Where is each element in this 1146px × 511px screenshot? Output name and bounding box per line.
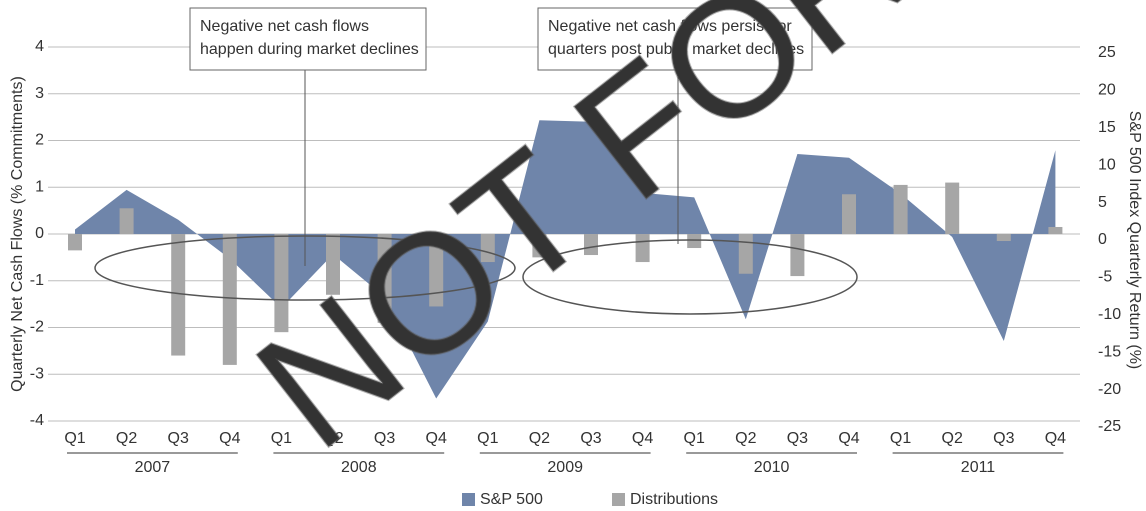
y-tick-label: 3	[35, 85, 44, 102]
area	[75, 120, 1056, 399]
y-tick-label: 4	[35, 38, 44, 55]
x-tick-label: Q3	[168, 430, 189, 447]
y2-tick-label: -20	[1098, 381, 1121, 398]
annotation-text: Negative net cash flows	[200, 18, 369, 35]
bar	[222, 234, 237, 365]
annotation-box	[537, 7, 813, 71]
y2-tick-label: 5	[1098, 194, 1107, 211]
x-tick-label: Q3	[374, 430, 395, 447]
legend-label: Distributions	[630, 491, 718, 508]
x-tick-label: Q4	[426, 430, 447, 447]
watermark: NOT FOR D	[223, 0, 1074, 485]
x-tick-label: Q2	[942, 430, 963, 447]
y2-tick-label: 15	[1098, 119, 1116, 136]
bar	[996, 234, 1011, 242]
x-tick-label: Q4	[1045, 430, 1066, 447]
annotation-text: quarters post public market declines	[548, 41, 804, 58]
bar	[893, 184, 908, 234]
x-tick-label: Q3	[787, 430, 808, 447]
y-tick-label: -2	[30, 319, 44, 336]
y-tick-label: -3	[30, 365, 44, 382]
y2-tick-label: -25	[1098, 418, 1121, 435]
y-tick-label: 0	[35, 225, 44, 242]
highlight-ellipse	[94, 235, 516, 301]
bar	[842, 194, 856, 234]
bar	[790, 234, 805, 277]
x-tick-label: Q3	[993, 430, 1014, 447]
x-tick-label: Q1	[271, 430, 292, 447]
x-tick-label: Q2	[529, 430, 550, 447]
bar	[687, 234, 702, 249]
bar	[119, 208, 134, 234]
x-tick-label: Q3	[580, 430, 601, 447]
x-tick-label: Q4	[219, 430, 240, 447]
y2-axis-label: S&P 500 Index Quarterly Return (%)	[1126, 111, 1143, 370]
bar	[377, 234, 392, 323]
bar	[171, 234, 186, 356]
bar	[68, 234, 82, 251]
bar	[480, 234, 495, 263]
year-label: 2010	[754, 459, 790, 476]
x-tick-label: Q1	[684, 430, 705, 447]
annotation-text: happen during market declines	[200, 41, 419, 58]
bar	[584, 234, 598, 256]
y2-tick-label: -10	[1098, 306, 1121, 323]
y2-tick-label: 20	[1098, 82, 1116, 99]
bar	[945, 182, 960, 234]
y2-tick-label: 10	[1098, 156, 1116, 173]
y-tick-label: 1	[35, 178, 44, 195]
x-tick-label: Q2	[735, 430, 756, 447]
y2-tick-label: 25	[1098, 44, 1116, 61]
legend-label: S&P 500	[480, 491, 543, 508]
y-tick-label: 2	[35, 132, 44, 149]
year-label: 2011	[961, 459, 996, 476]
y-tick-label: -1	[30, 272, 44, 289]
x-tick-label: Q4	[632, 430, 653, 447]
x-tick-label: Q4	[838, 430, 859, 447]
y2-tick-label: -5	[1098, 269, 1112, 286]
year-label: 2008	[341, 459, 377, 476]
y2-tick-label: 0	[1098, 231, 1107, 248]
x-tick-label: Q1	[64, 430, 85, 447]
x-tick-label: Q2	[322, 430, 343, 447]
x-tick-label: Q2	[116, 430, 137, 447]
bar	[429, 234, 444, 307]
year-label: 2007	[135, 459, 171, 476]
x-tick-label: Q1	[477, 430, 498, 447]
bar	[738, 234, 753, 274]
year-label: 2009	[547, 459, 583, 476]
x-tick-label: Q1	[890, 430, 911, 447]
y2-tick-label: -15	[1098, 343, 1121, 360]
bar	[1048, 226, 1063, 234]
legend-swatch	[462, 493, 475, 506]
bar	[532, 234, 547, 258]
y-tick-label: -4	[30, 412, 44, 429]
annotation-text: Negative net cash flows persist for	[548, 18, 792, 35]
annotation-box	[189, 7, 427, 71]
bar	[274, 234, 289, 333]
highlight-ellipse	[522, 239, 858, 315]
bar	[326, 234, 340, 295]
y-axis-label: Quarterly Net Cash Flows (% Commitments)	[9, 76, 26, 392]
legend-swatch	[612, 493, 625, 506]
